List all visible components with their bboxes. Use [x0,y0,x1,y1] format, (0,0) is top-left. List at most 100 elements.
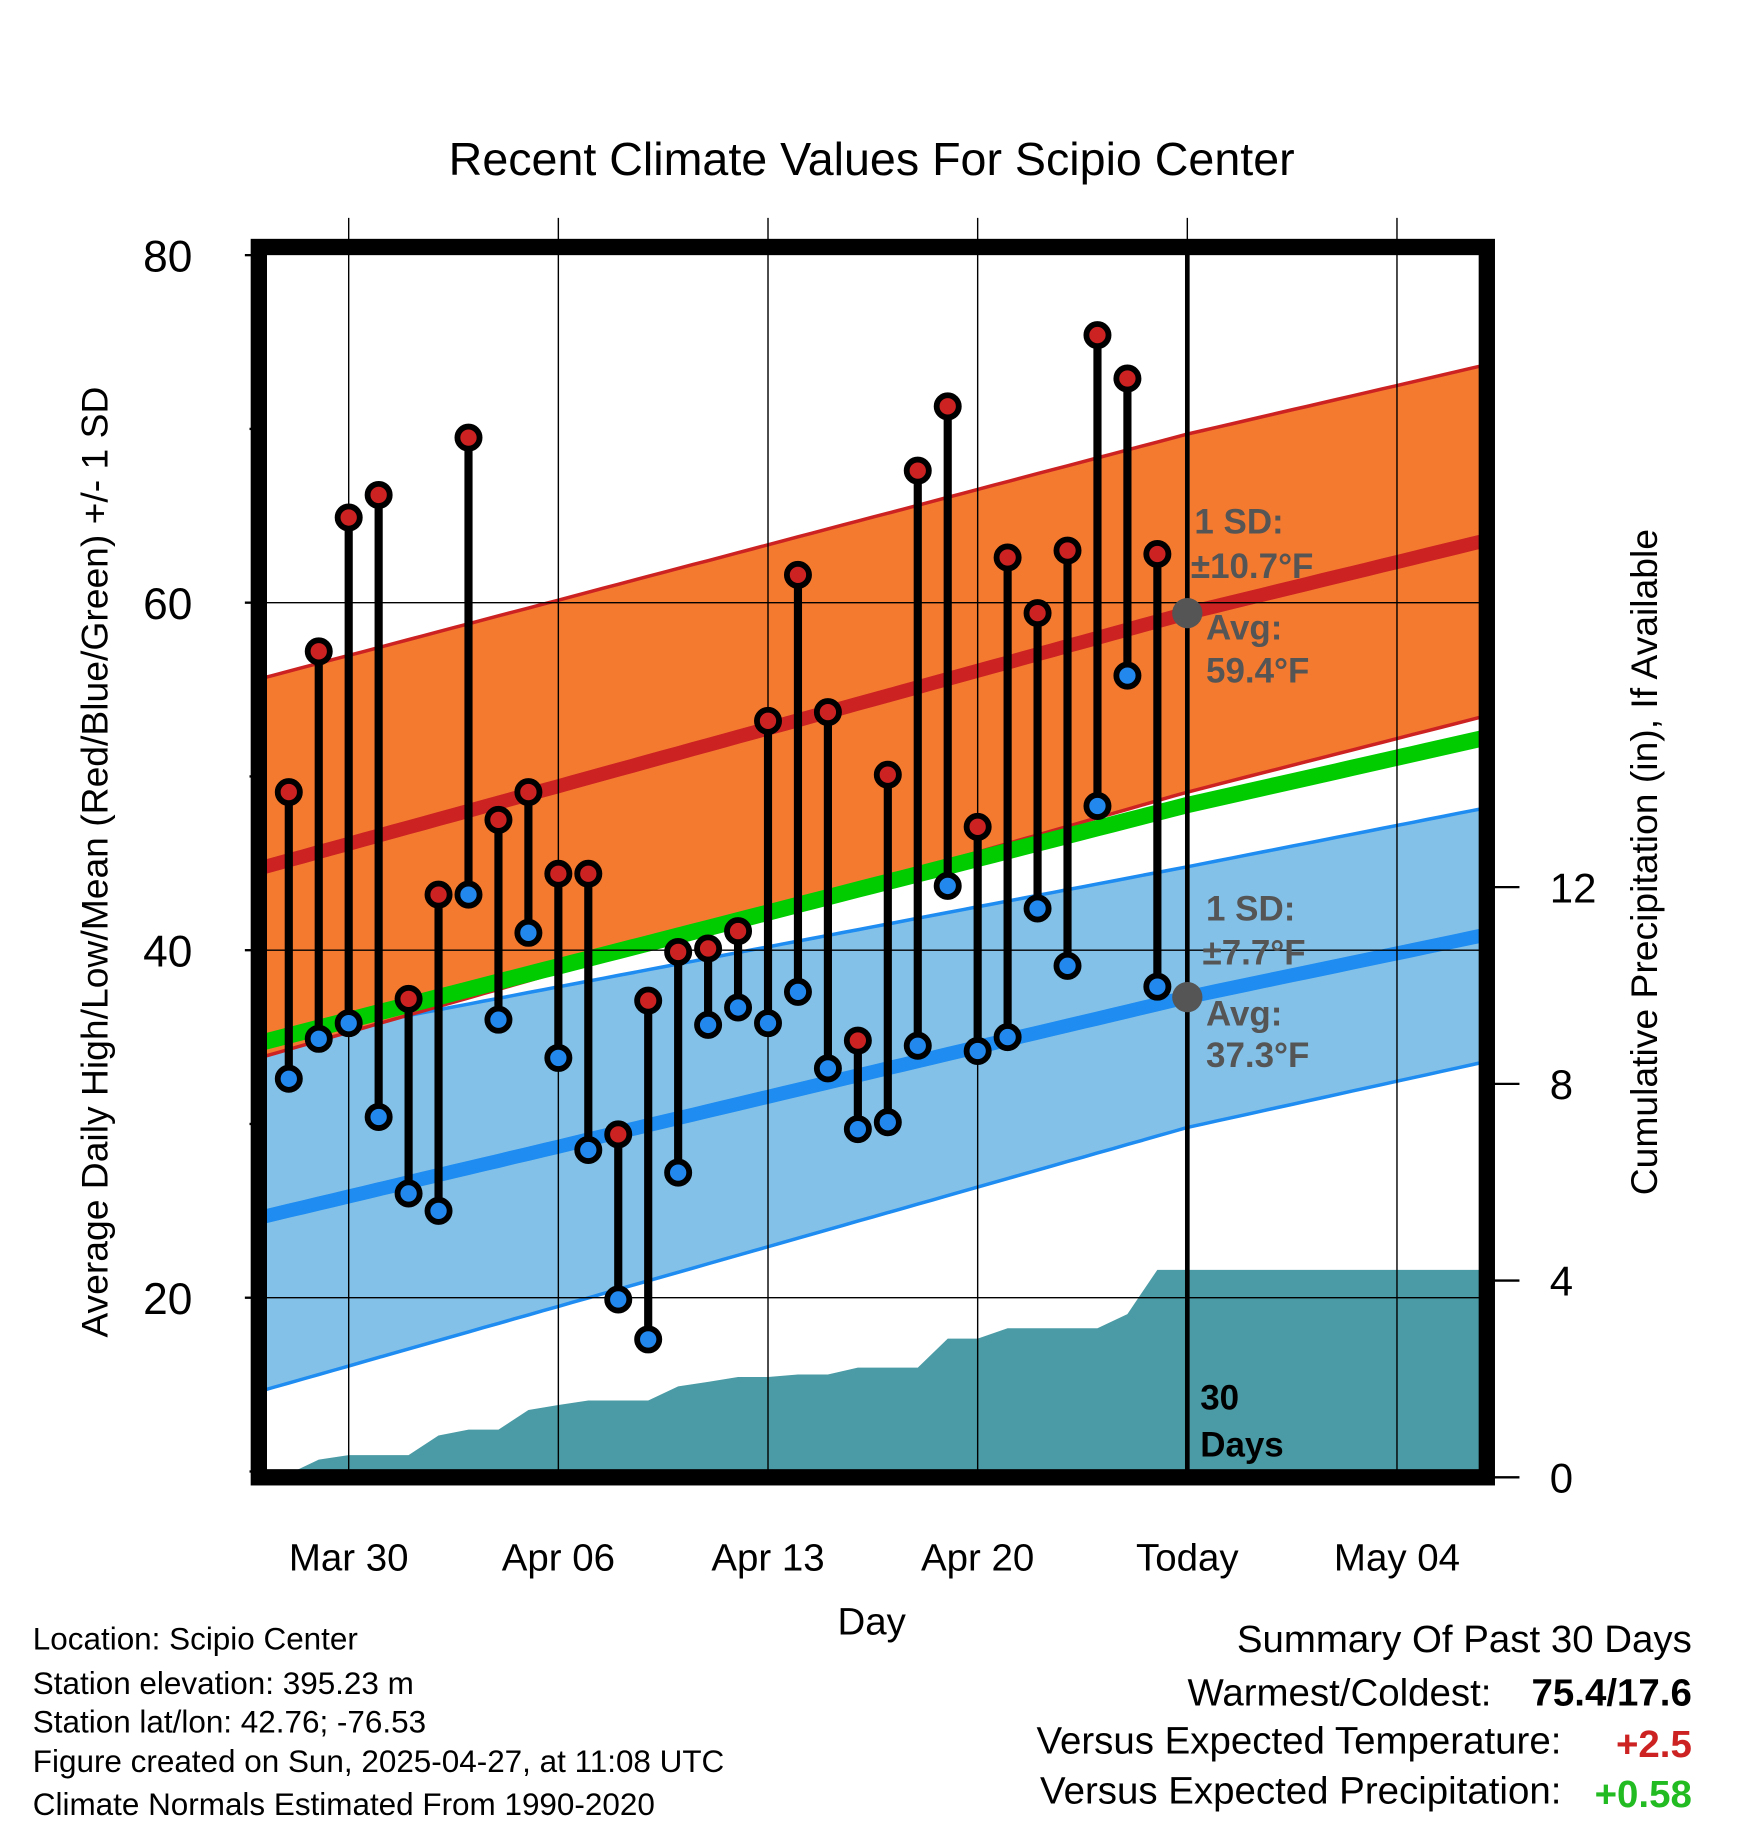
daily-high-point [334,503,363,532]
daily-high-point [274,778,303,807]
daily-high-point [544,859,573,888]
daily-high-point [903,456,932,485]
x-tick-label: Apr 20 [921,1537,1034,1580]
precip-anomaly-label: Versus Expected Precipitation: [1040,1770,1561,1813]
chart-title: Recent Climate Values For Scipio Center [449,133,1295,185]
normal-mean-line [258,729,1487,1052]
info-normals: Climate Normals Estimated From 1990-2020 [33,1787,655,1822]
low-sd-label: 1 SD: [1206,889,1295,928]
high-sd-label: 1 SD: [1194,503,1283,542]
summary-title: Summary Of Past 30 Days [1237,1618,1692,1661]
daily-high-point [394,984,423,1013]
temp-anomaly-value: +2.5 [1616,1723,1692,1766]
daily-low-point [334,1009,363,1038]
daily-high-point [514,778,543,807]
daily-low-point [724,993,753,1022]
low-sd-band [258,807,1487,1392]
y2-axis-label: Cumulative Precipitation (in), If Availa… [1623,529,1665,1195]
daily-high-point [724,917,753,946]
daily-low-point [274,1064,303,1093]
info-elevation: Station elevation: 395.23 m [33,1666,414,1701]
today-high-normal-point [1172,597,1203,629]
station-info: Location: Scipio Center Station elevatio… [33,1622,724,1822]
daily-high-point [993,543,1022,572]
high-sd-value: ±10.7°F [1191,547,1314,586]
y-tick-label: 80 [143,232,192,281]
daily-high-point [933,392,962,421]
daily-low-point [454,880,483,909]
precip-anomaly-value: +0.58 [1595,1773,1692,1816]
y-tick-label: 20 [143,1275,192,1324]
daily-low-point [1113,661,1142,690]
y-tick-label: 60 [143,580,192,629]
summary-panel: Summary Of Past 30 Days Warmest/Coldest:… [1036,1618,1691,1816]
y2-tick-label: 12 [1550,864,1597,911]
daily-low-point [783,977,812,1006]
low-avg-value: 37.3°F [1206,1036,1309,1075]
daily-high-point [843,1026,872,1055]
info-created: Figure created on Sun, 2025-04-27, at 11… [33,1744,724,1779]
daily-high-point [574,859,603,888]
low-avg-label: Avg: [1206,994,1282,1033]
plot-frame [250,238,1495,1486]
daily-low-point [963,1037,992,1065]
plot-area [258,362,1487,1478]
daily-low-point [364,1103,393,1131]
y2-tick-label: 0 [1550,1454,1573,1501]
daily-low-point [394,1179,423,1208]
info-location: Location: Scipio Center [33,1622,358,1657]
x-axis-label: Day [837,1601,906,1644]
x-tick-label: Today [1136,1537,1239,1580]
daily-high-point [1053,536,1082,565]
warm-cold-value: 75.4/17.6 [1532,1672,1692,1715]
daily-high-point [1083,321,1112,350]
data-marks [274,321,1203,1354]
daily-high-point [424,880,453,909]
daily-high-point [664,937,693,966]
low-band-upper-edge [258,806,1487,1046]
temp-anomaly-label: Versus Expected Temperature: [1036,1719,1561,1762]
low-band-lower-edge [258,1059,1487,1394]
high-band-upper-edge [258,362,1487,681]
y-tick-label: 40 [143,928,192,977]
high-avg-value: 59.4°F [1206,652,1309,691]
high-avg-label: Avg: [1206,609,1282,648]
daily-high-point [873,760,902,789]
daily-high-point [1113,364,1142,393]
low-sd-value: ±7.7°F [1203,934,1306,973]
daily-high-point [454,423,483,452]
daily-low-point [903,1031,932,1060]
daily-low-point [1143,972,1172,1001]
daily-low-point [843,1115,872,1144]
daily-high-point [634,986,663,1015]
y-axis-label: Average Daily High/Low/Mean (Red/Blue/Gr… [73,387,115,1338]
daily-high-point [694,934,723,963]
daily-low-point [544,1043,573,1072]
info-latlon: Station lat/lon: 42.76; -76.53 [33,1704,426,1739]
daily-high-point [364,480,393,509]
today-low-normal-point [1172,981,1203,1013]
daily-low-point [873,1108,902,1137]
daily-high-point [813,698,842,727]
daily-low-point [694,1010,723,1039]
daily-high-point [783,560,812,589]
daily-low-point [634,1325,663,1354]
precip-area [258,1269,1487,1478]
daily-low-point [813,1054,842,1083]
x-tick-label: May 04 [1334,1537,1460,1580]
daily-high-point [484,805,513,834]
x-tick-label: Apr 13 [711,1537,824,1580]
daily-low-point [574,1136,603,1165]
daily-low-point [304,1024,333,1053]
x-tick-label: Apr 06 [502,1537,615,1580]
y2-tick-label: 4 [1550,1258,1573,1305]
warm-cold-label: Warmest/Coldest: [1187,1672,1491,1715]
daily-high-point [304,637,333,666]
daily-high-point [754,706,782,735]
normal-high-line [258,533,1487,876]
normal-low-line [258,927,1487,1225]
daily-high-point [1143,540,1172,569]
daily-low-point [1083,791,1112,820]
